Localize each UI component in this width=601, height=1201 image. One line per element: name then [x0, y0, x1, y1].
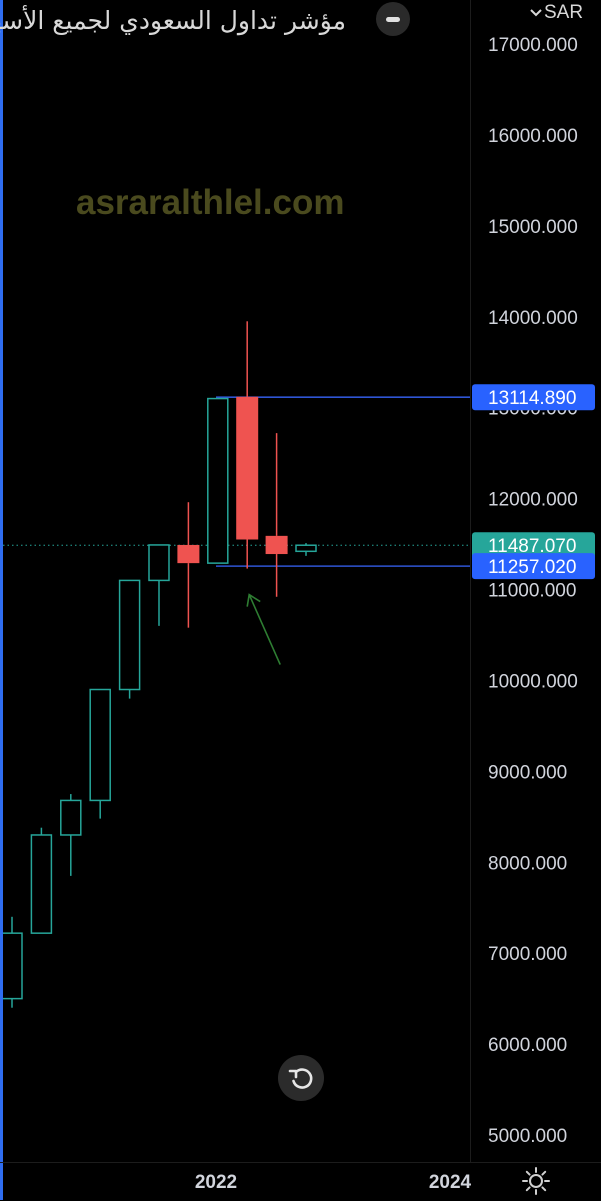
- y-tick-label: 8000.000: [488, 853, 567, 874]
- arrow-head: [246, 593, 261, 607]
- price-axis-divider: [470, 0, 471, 1162]
- candle-body: [265, 535, 288, 555]
- candle-body: [118, 579, 141, 691]
- x-tick-label: 2022: [195, 1172, 237, 1193]
- y-tick-label: 5000.000: [488, 1126, 567, 1147]
- y-tick-label: 9000.000: [488, 762, 567, 783]
- collapse-button[interactable]: [376, 2, 410, 36]
- level-badge-upper[interactable]: 13114.890: [472, 384, 595, 411]
- candle-3[interactable]: [60, 794, 82, 876]
- candle-body: [295, 544, 317, 553]
- reset-chart-button[interactable]: [278, 1055, 324, 1101]
- candle-body: [1, 932, 23, 1000]
- candle-body: [30, 834, 53, 934]
- level-lines: [3, 396, 470, 567]
- candle-11[interactable]: [295, 543, 317, 556]
- y-tick-label: 16000.000: [488, 126, 578, 147]
- y-tick-label: 7000.000: [488, 944, 567, 965]
- y-tick-label: 12000.000: [488, 490, 578, 511]
- x-tick-label: 2024: [429, 1172, 472, 1193]
- level-badge-lower-label: 11257.020: [488, 557, 576, 578]
- candle-4[interactable]: [89, 688, 111, 819]
- candle-1[interactable]: [1, 916, 23, 1008]
- level-badge-upper-label: 13114.890: [488, 388, 576, 409]
- watermark-text: asraralthlel.com: [76, 183, 345, 222]
- candle-10[interactable]: [265, 433, 288, 597]
- y-tick-label: 17000.000: [488, 35, 578, 56]
- candle-8[interactable]: [207, 397, 229, 564]
- candle-body: [89, 688, 111, 802]
- level-badge-upper-bg: [472, 384, 595, 411]
- y-tick-label: 11000.000: [488, 581, 576, 602]
- candle-2[interactable]: [30, 827, 53, 934]
- time-axis-divider: [0, 1162, 601, 1163]
- arrow-shaft: [248, 594, 281, 665]
- last-price-badge[interactable]: 11487.070: [472, 532, 595, 559]
- left-edge-bar: [0, 0, 3, 1200]
- level-badge-lower[interactable]: 11257.020: [472, 553, 595, 580]
- y-tick-label: 15000.000: [488, 217, 578, 238]
- y-tick-label: 14000.000: [488, 308, 578, 329]
- chart-settings-button[interactable]: [521, 1166, 551, 1196]
- reset-rotate-icon: [288, 1068, 313, 1089]
- level-badge-lower-bg: [472, 553, 595, 580]
- y-tick-label: 10000.000: [488, 671, 578, 692]
- price-axis: 5000.000 6000.000 7000.000 8000.000 9000.000…: [488, 35, 578, 1147]
- y-tick-label: 6000.000: [488, 1035, 567, 1056]
- sun-gear-icon: [522, 1167, 550, 1195]
- arrow-annotation: [246, 593, 281, 665]
- candle-body: [207, 397, 229, 564]
- minus-icon: [386, 17, 400, 22]
- candle-6[interactable]: [148, 544, 170, 626]
- candle-7[interactable]: [177, 502, 200, 628]
- candle-body: [148, 544, 170, 582]
- currency-label: SAR: [544, 2, 584, 23]
- candle-body: [177, 544, 200, 564]
- time-axis: 2022 2024: [195, 1172, 472, 1193]
- currency-selector[interactable]: SAR: [530, 2, 583, 24]
- candle-body: [236, 396, 259, 540]
- last-price-badge-label: 11487.070: [488, 536, 576, 557]
- chevron-down-icon: [530, 4, 542, 20]
- candle-5[interactable]: [118, 579, 141, 699]
- candles: [1, 321, 317, 1008]
- candle-body: [60, 799, 82, 836]
- symbol-title: مؤشر تداول السعودي لجميع الأسهم: [0, 6, 346, 35]
- candle-9[interactable]: [236, 321, 259, 569]
- last-price-badge-bg: [472, 532, 595, 559]
